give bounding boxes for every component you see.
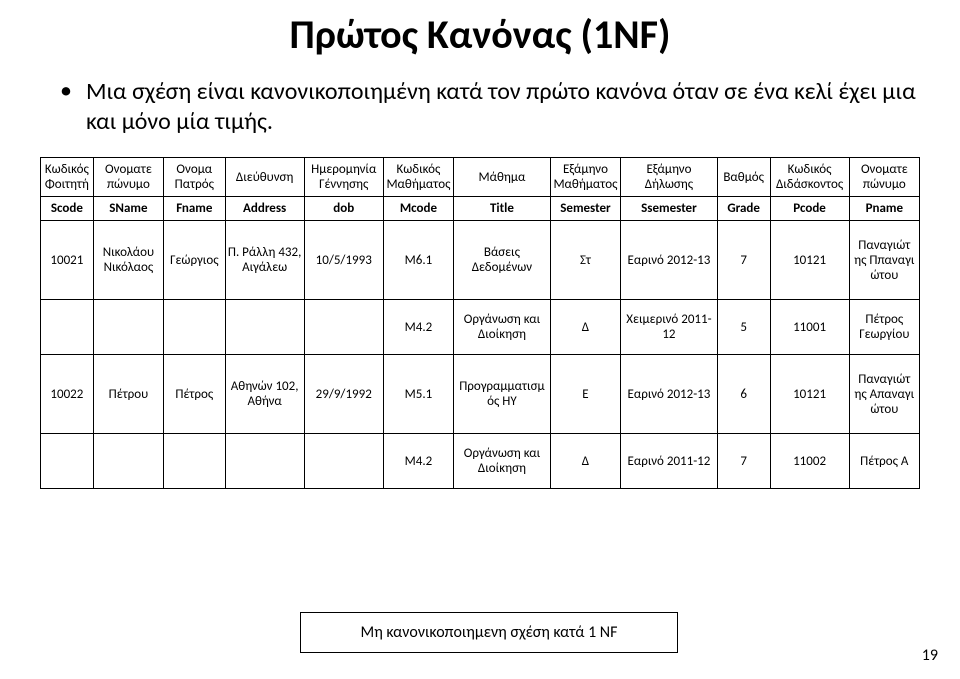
- table-cell: Π. Ράλλη 432, Αιγάλεω: [225, 221, 304, 300]
- table-cell: Αθηνών 102, Αθήνα: [225, 355, 304, 434]
- table-header-cell: Ονομα Πατρός: [164, 158, 226, 197]
- table-cell: 10/5/1993: [304, 221, 383, 300]
- table-header-cell: Διεύθυνση: [225, 158, 304, 197]
- table-header-cell: Pname: [849, 197, 919, 221]
- table-cell: 7: [717, 221, 770, 300]
- table-header-cell: Βαθμός: [717, 158, 770, 197]
- table-cell: [93, 300, 163, 355]
- table-cell: Γεώργιος: [164, 221, 226, 300]
- table-cell: 6: [717, 355, 770, 434]
- table-cell: 10021: [41, 221, 94, 300]
- page-title: Πρώτος Κανόνας (1NF): [40, 10, 920, 59]
- table-cell: [41, 300, 94, 355]
- table-header-cell: Κωδικός Φοιτητή: [41, 158, 94, 197]
- table-cell: [164, 300, 226, 355]
- table-header-cell: Fname: [164, 197, 226, 221]
- table-cell: Εαρινό 2012-13: [621, 355, 718, 434]
- table-cell: Προγραμματισμ ός ΗΥ: [454, 355, 551, 434]
- table-cell: Παναγιώτ ης Ππαναγι ώτου: [849, 221, 919, 300]
- table-cell: [304, 434, 383, 489]
- table-cell: Μ5.1: [383, 355, 453, 434]
- table-cell: Οργάνωση και Διοίκηση: [454, 434, 551, 489]
- bullet-row: • Μια σχέση είναι κανονικοποιημένη κατά …: [60, 77, 920, 137]
- table-header-cell: Κωδικός Μαθήματος: [383, 158, 453, 197]
- table-cell: Πέτρος Α: [849, 434, 919, 489]
- table-header-cell: Κωδικός Διδάσκοντος: [770, 158, 849, 197]
- table-cell: Εαρινό 2011-12: [621, 434, 718, 489]
- table-cell: Πέτρου: [93, 355, 163, 434]
- table-header-cell: Address: [225, 197, 304, 221]
- table-cell: 7: [717, 434, 770, 489]
- table-header-cell: Mcode: [383, 197, 453, 221]
- table-header-cell: SName: [93, 197, 163, 221]
- bullet-text: Μια σχέση είναι κανονικοποιημένη κατά το…: [86, 77, 920, 137]
- table-cell: 5: [717, 300, 770, 355]
- table-header-cell: dob: [304, 197, 383, 221]
- bullet-dot: •: [60, 77, 72, 105]
- table-cell: 11001: [770, 300, 849, 355]
- table-header-cell: Title: [454, 197, 551, 221]
- table-cell: Πέτρος: [164, 355, 226, 434]
- table-cell: Βάσεις Δεδομένων: [454, 221, 551, 300]
- table-cell: Οργάνωση και Διοίκηση: [454, 300, 551, 355]
- table-cell: Δ: [550, 300, 620, 355]
- table-cell: [164, 434, 226, 489]
- table-cell: 10121: [770, 221, 849, 300]
- table-cell: Μ6.1: [383, 221, 453, 300]
- table-cell: 10022: [41, 355, 94, 434]
- table-header-cell: Scode: [41, 197, 94, 221]
- nf-table: Κωδικός ΦοιτητήΟνοματε πώνυμοΟνομα Πατρό…: [40, 157, 920, 489]
- table-cell: Μ4.2: [383, 300, 453, 355]
- table-header-cell: Μάθημα: [454, 158, 551, 197]
- table-header-cell: Ημερομηνία Γέννησης: [304, 158, 383, 197]
- table-cell: [225, 300, 304, 355]
- table-cell: 11002: [770, 434, 849, 489]
- caption-box: Μη κανονικοποιημενη σχέση κατά 1 NF: [300, 612, 678, 653]
- table-cell: [304, 300, 383, 355]
- table-cell: [225, 434, 304, 489]
- table-cell: Πέτρος Γεωργίου: [849, 300, 919, 355]
- table-cell: [93, 434, 163, 489]
- table-cell: [41, 434, 94, 489]
- table-cell: 29/9/1992: [304, 355, 383, 434]
- table-header-cell: Εξάμηνο Δήλωσης: [621, 158, 718, 197]
- table-header-cell: Pcode: [770, 197, 849, 221]
- table-header-cell: Ssemester: [621, 197, 718, 221]
- table-cell: Εαρινό 2012-13: [621, 221, 718, 300]
- table-cell: Νικολάου Νικόλαος: [93, 221, 163, 300]
- table-header-cell: Semester: [550, 197, 620, 221]
- table-cell: Χειμερινό 2011-12: [621, 300, 718, 355]
- table-header-cell: Εξάμηνο Μαθήματος: [550, 158, 620, 197]
- table-cell: 10121: [770, 355, 849, 434]
- table-header-cell: Ονοματε πώνυμο: [849, 158, 919, 197]
- table-cell: Στ: [550, 221, 620, 300]
- table-cell: Δ: [550, 434, 620, 489]
- page-number: 19: [922, 646, 938, 665]
- table-header-cell: Grade: [717, 197, 770, 221]
- table-cell: Μ4.2: [383, 434, 453, 489]
- table-header-cell: Ονοματε πώνυμο: [93, 158, 163, 197]
- table-cell: Παναγιώτ ης Απαναγι ώτου: [849, 355, 919, 434]
- table-cell: Ε: [550, 355, 620, 434]
